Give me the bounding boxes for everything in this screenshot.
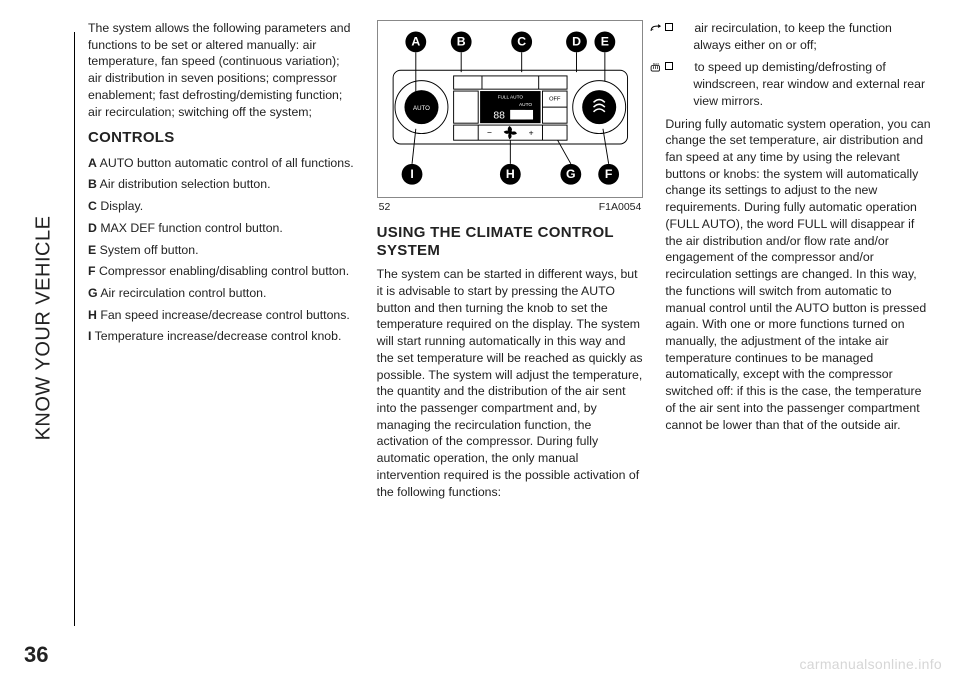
svg-text:A: A	[411, 35, 420, 49]
control-item: I Temperature increase/decrease control …	[88, 328, 355, 345]
figure-code: F1A0054	[599, 200, 642, 214]
svg-text:OFF: OFF	[549, 96, 561, 102]
column-3: air recirculation, to keep the function …	[665, 20, 932, 600]
spine-title: KNOW YOUR VEHICLE	[33, 216, 56, 441]
control-item: H Fan speed increase/decrease control bu…	[88, 307, 355, 324]
svg-text:I: I	[410, 167, 413, 181]
intro-paragraph: The system allows the following paramete…	[88, 20, 355, 120]
svg-text:E: E	[600, 35, 608, 49]
vertical-rule	[74, 32, 75, 626]
control-item: C Display.	[88, 198, 355, 215]
using-body: The system can be started in different w…	[377, 266, 644, 500]
column-1: The system allows the following paramete…	[88, 20, 355, 600]
svg-text:FULL AUTO: FULL AUTO	[497, 95, 523, 101]
control-item: D MAX DEF function control button.	[88, 220, 355, 237]
svg-text:F: F	[605, 167, 613, 181]
bullet-item: air recirculation, to keep the function …	[665, 20, 932, 53]
col3-body: During fully automatic system operation,…	[665, 116, 932, 434]
svg-text:−: −	[487, 127, 492, 137]
controls-list: A AUTO button automatic control of all f…	[88, 155, 355, 345]
watermark: carmanualsonline.info	[800, 656, 943, 672]
square-bullet-icon	[665, 23, 673, 31]
svg-text:H: H	[506, 167, 515, 181]
bullet-item: MAXto speed up demisting/defrosting of w…	[665, 59, 932, 109]
defrost-max-icon: MAX	[677, 61, 691, 73]
control-item: A AUTO button automatic control of all f…	[88, 155, 355, 172]
svg-text:G: G	[566, 167, 576, 181]
controls-heading: CONTROLS	[88, 128, 355, 148]
spine: KNOW YOUR VEHICLE	[30, 30, 58, 626]
svg-text:AUTO: AUTO	[519, 102, 532, 108]
svg-text:AUTO: AUTO	[413, 105, 430, 112]
figure-number: 52	[379, 200, 391, 214]
svg-text:D: D	[572, 35, 581, 49]
svg-text:C: C	[517, 35, 526, 49]
using-heading: USING THE CLIMATE CONTROL SYSTEM	[377, 224, 644, 260]
columns: The system allows the following paramete…	[88, 20, 932, 600]
svg-text:MAX: MAX	[653, 62, 659, 66]
recirc-icon	[677, 22, 691, 34]
page-number: 36	[24, 642, 48, 668]
figure-caption: 52 F1A0054	[377, 200, 644, 214]
climate-control-figure: A B C D E	[377, 20, 644, 198]
control-item: B Air distribution selection button.	[88, 176, 355, 193]
svg-text:+: +	[528, 127, 533, 137]
svg-text:88: 88	[493, 110, 505, 121]
control-item: E System off button.	[88, 242, 355, 259]
control-item: G Air recirculation control button.	[88, 285, 355, 302]
square-bullet-icon	[665, 62, 673, 70]
svg-text:B: B	[456, 35, 465, 49]
column-2: A B C D E	[377, 20, 644, 600]
control-item: F Compressor enabling/disabling control …	[88, 263, 355, 280]
page: KNOW YOUR VEHICLE The system allows the …	[0, 0, 960, 686]
